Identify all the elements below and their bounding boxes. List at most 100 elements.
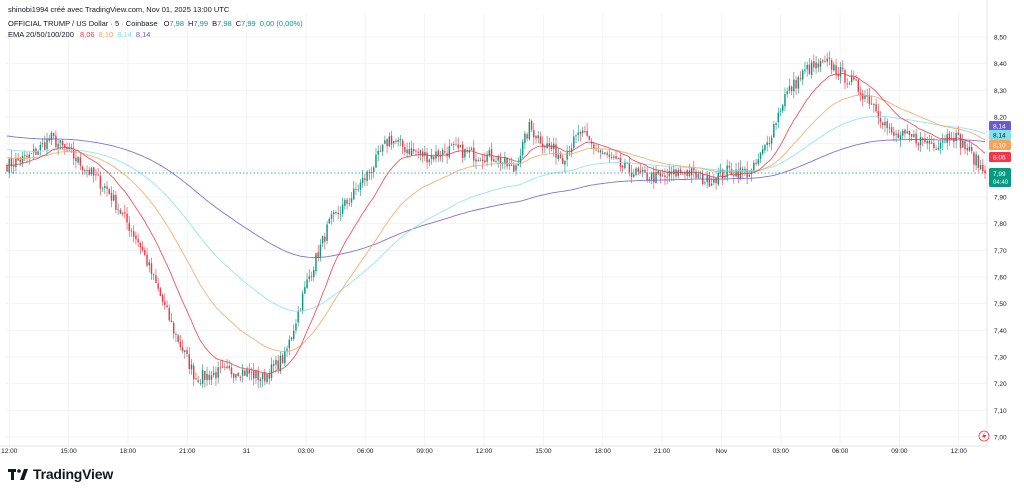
ohlc-h: H7,99 <box>188 19 209 28</box>
candle <box>72 141 75 166</box>
candle <box>526 132 528 142</box>
candle-body <box>768 142 771 144</box>
candle <box>235 373 237 382</box>
candle <box>913 130 915 138</box>
candle <box>553 137 555 157</box>
candle <box>192 362 195 387</box>
candle-body <box>337 212 339 215</box>
candle <box>668 165 671 182</box>
candle-body <box>21 156 24 163</box>
candle <box>495 156 497 164</box>
candle <box>328 217 331 225</box>
candle <box>426 147 428 170</box>
candle <box>906 124 908 135</box>
candle <box>308 269 311 283</box>
candle <box>461 141 464 163</box>
candle-body <box>237 372 239 377</box>
candle-body <box>221 366 224 368</box>
candle-body <box>359 182 362 190</box>
candle <box>61 139 64 150</box>
candle <box>902 128 904 140</box>
candle-body <box>635 168 637 175</box>
candle <box>970 143 973 155</box>
candle-body <box>44 142 46 150</box>
candle-body <box>453 143 455 145</box>
candle <box>524 131 526 150</box>
candle-body <box>735 169 737 177</box>
lightning-icon[interactable] <box>978 430 990 442</box>
candle-body <box>37 151 39 155</box>
candle <box>448 139 451 159</box>
candle <box>161 293 164 306</box>
candle <box>470 146 473 151</box>
candle <box>488 147 491 158</box>
candle-body <box>608 154 611 157</box>
candle-body <box>466 150 468 152</box>
candle-body <box>664 175 666 178</box>
time-tick-label: 15:00 <box>60 448 77 455</box>
candle <box>295 318 297 334</box>
candle <box>88 167 90 176</box>
candle-body <box>926 140 928 144</box>
candle-body <box>230 367 233 375</box>
candle-body <box>64 144 66 148</box>
candle-body <box>126 213 128 223</box>
candle <box>95 168 97 181</box>
candle <box>813 54 815 73</box>
candle <box>330 210 333 225</box>
candle <box>270 357 273 382</box>
candle-body <box>835 65 837 74</box>
candle <box>101 186 104 192</box>
candle <box>690 166 693 183</box>
candle-body <box>853 77 855 80</box>
candle-body <box>908 130 911 135</box>
candle <box>108 188 110 195</box>
candle <box>368 168 371 180</box>
candle <box>942 133 944 151</box>
candle-body <box>48 138 50 141</box>
candle-body <box>350 198 353 203</box>
candle <box>915 128 917 148</box>
candle <box>833 61 835 72</box>
candle <box>359 179 362 197</box>
candle <box>790 85 793 96</box>
candle-body <box>737 169 739 178</box>
candle-body <box>508 164 511 166</box>
candle-body <box>753 162 755 172</box>
candle <box>121 212 124 217</box>
price-tick-label: 7,90 <box>994 195 1007 202</box>
candle <box>92 166 95 183</box>
candle-body <box>924 138 926 142</box>
candle-body <box>486 154 488 162</box>
candle-body <box>28 154 30 158</box>
candle-body <box>168 307 170 321</box>
candle-body <box>10 157 13 167</box>
candle <box>464 148 466 161</box>
candle-body <box>670 171 673 175</box>
candle-body <box>226 366 228 369</box>
candle <box>293 324 295 342</box>
candle-body <box>641 169 644 172</box>
candle-body <box>66 147 68 151</box>
candle-body <box>313 269 315 277</box>
candle <box>155 268 157 284</box>
candle <box>419 149 422 161</box>
candle-body <box>604 152 606 154</box>
candle-body <box>130 230 133 232</box>
candle-body <box>675 169 677 177</box>
candle <box>357 184 359 193</box>
candle <box>850 69 853 86</box>
candle <box>875 98 877 114</box>
candle-body <box>410 148 413 156</box>
candle <box>99 171 102 196</box>
candle-body <box>982 164 984 171</box>
ohlc-c: C7,99 <box>235 19 256 28</box>
candle-body <box>373 167 375 172</box>
candle-body <box>88 169 90 175</box>
candle <box>273 359 275 373</box>
candle-body <box>648 179 651 181</box>
candle <box>226 358 228 370</box>
candle-body <box>957 132 960 135</box>
candle-body <box>353 188 355 200</box>
